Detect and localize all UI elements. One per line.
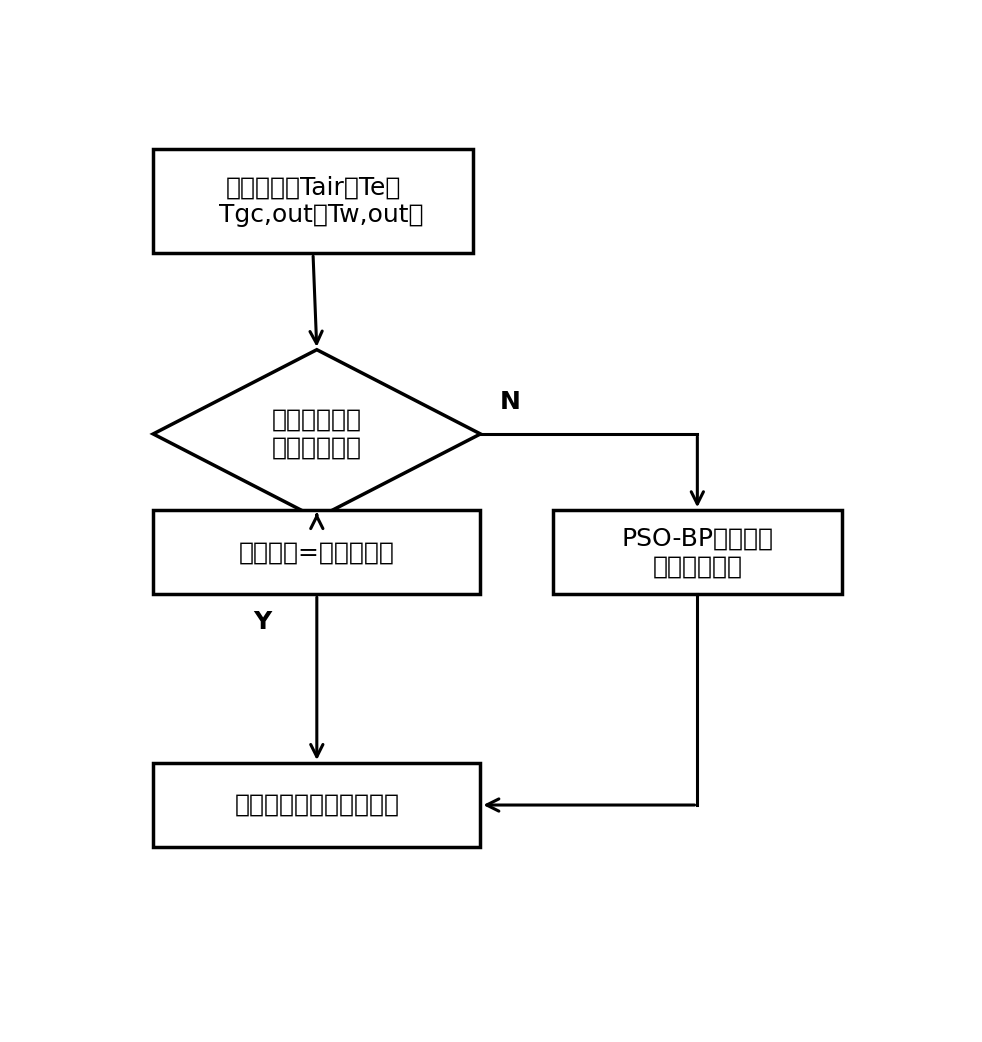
FancyBboxPatch shape	[553, 511, 842, 594]
FancyBboxPatch shape	[153, 763, 480, 847]
Text: Y: Y	[253, 611, 271, 635]
FancyBboxPatch shape	[153, 511, 480, 594]
Polygon shape	[153, 350, 480, 518]
FancyBboxPatch shape	[153, 149, 473, 253]
Text: N: N	[500, 390, 520, 414]
Text: 数据库中是否
有对应数据？: 数据库中是否 有对应数据？	[272, 408, 361, 460]
Text: 电子膨胀阀调节排气压力: 电子膨胀阀调节排气压力	[235, 793, 400, 817]
Text: PSO-BP神经网络
预测最优压力: PSO-BP神经网络 预测最优压力	[622, 526, 774, 578]
Text: 最优压力=数据库压力: 最优压力=数据库压力	[239, 541, 395, 565]
Text: 数据采集（Tair、Te、
  Tgc,out、Tw,out）: 数据采集（Tair、Te、 Tgc,out、Tw,out）	[202, 175, 423, 227]
